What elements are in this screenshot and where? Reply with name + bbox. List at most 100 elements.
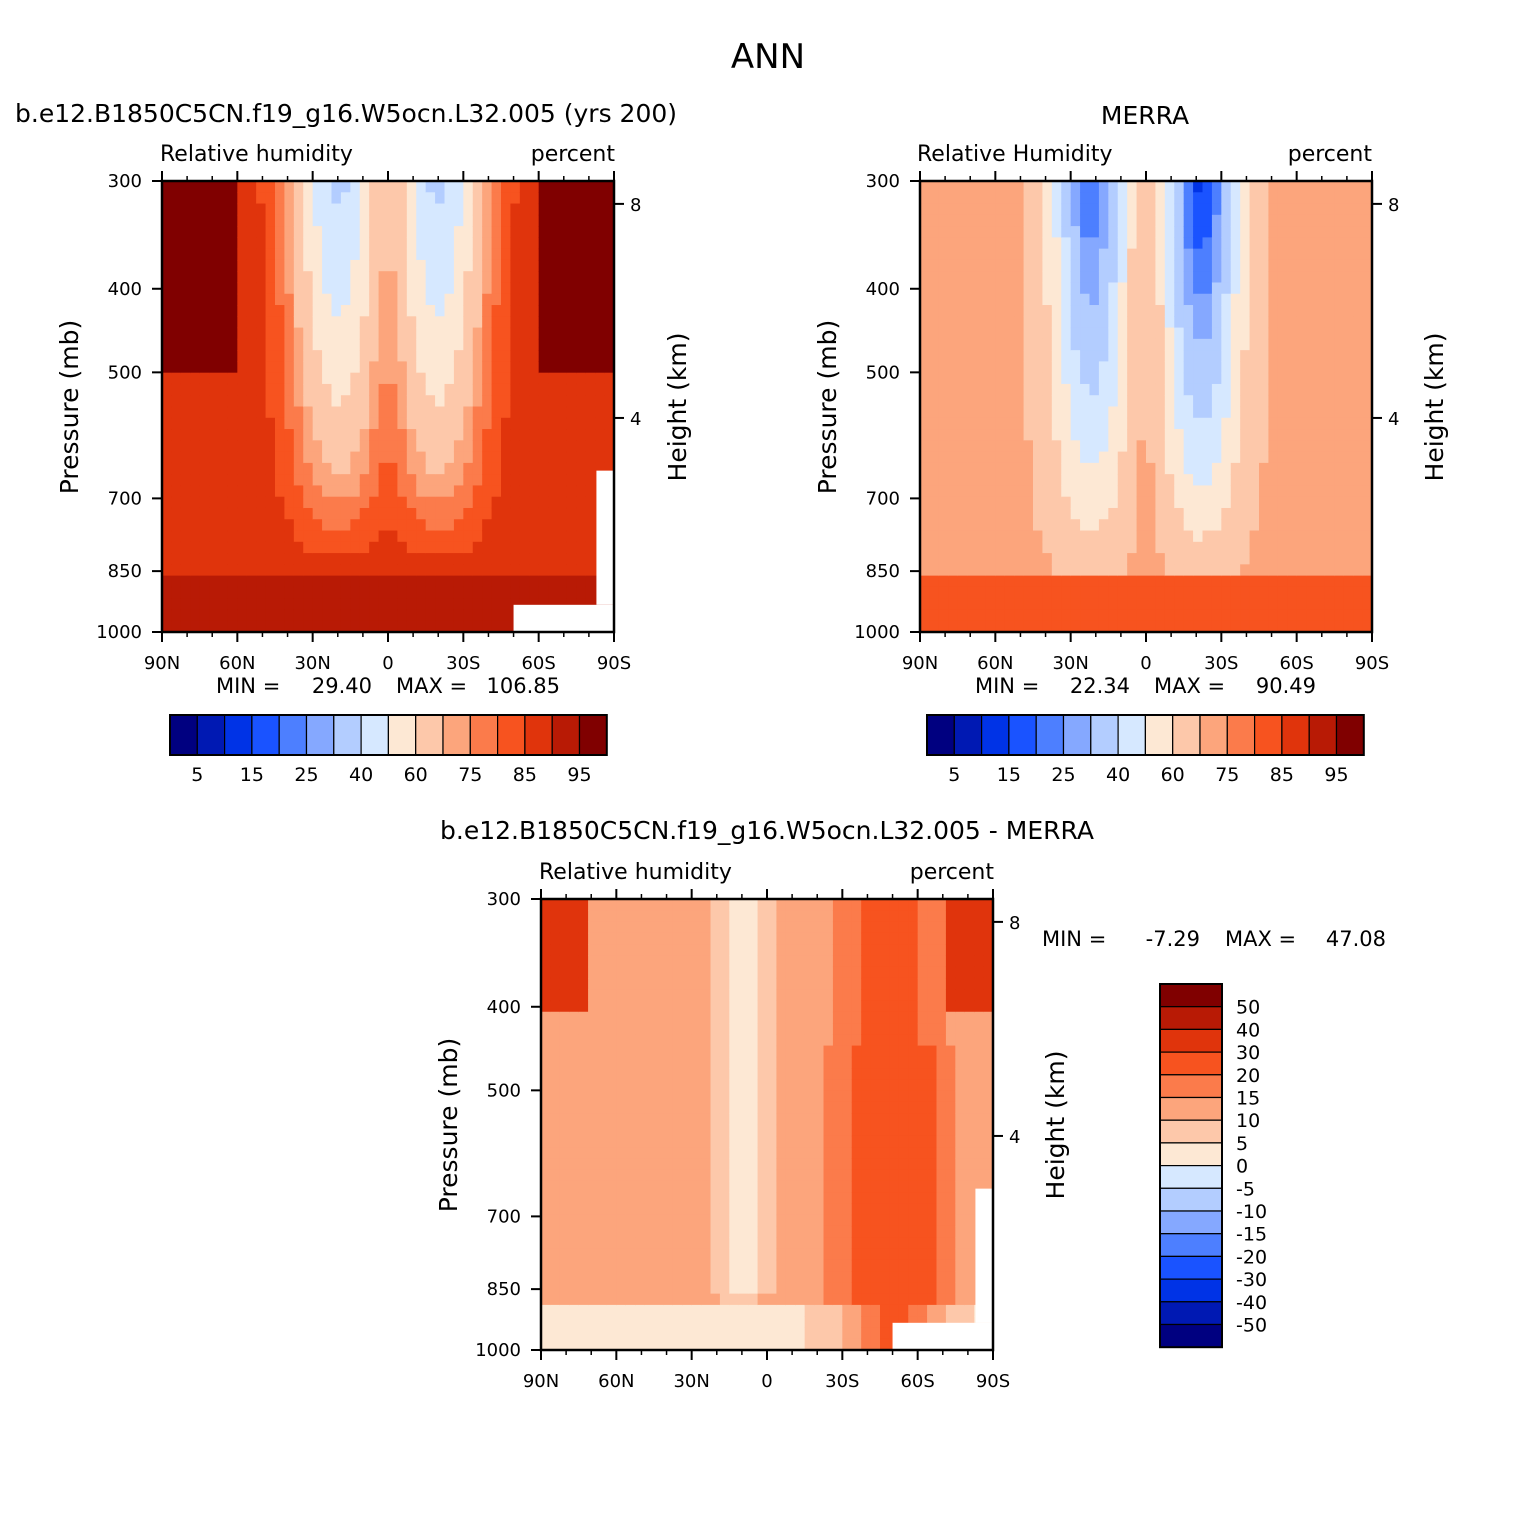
panel-model-cell	[237, 293, 248, 306]
panel-model-cell	[303, 383, 314, 396]
panel-diff-cell	[682, 1090, 693, 1103]
panel-merra-cell	[1155, 271, 1166, 284]
panel-model-cell	[331, 564, 342, 577]
panel-model-cell	[548, 350, 559, 363]
panel-model-cell	[312, 214, 323, 227]
panel-model-cell	[482, 530, 493, 543]
panel-model-cell	[397, 181, 408, 193]
panel-model-cell	[284, 395, 295, 408]
panel-merra-cell	[938, 496, 949, 509]
panel-model-cell	[265, 338, 276, 351]
panel-diff-cell	[691, 910, 702, 923]
panel-model-cell	[472, 541, 483, 554]
panel-merra-cell	[1315, 598, 1326, 611]
panel-model-cell	[312, 271, 323, 284]
panel-model-cell	[350, 248, 361, 261]
panel-merra-cell	[1080, 474, 1091, 487]
panel-merra-cell	[995, 485, 1006, 498]
panel-diff-cell	[597, 1338, 608, 1351]
panel-model-cell	[275, 429, 286, 441]
panel-merra-min-value: 22.34	[1070, 674, 1130, 698]
panel-diff-cell	[578, 1113, 589, 1126]
panel-diff-cell	[663, 1203, 674, 1216]
panel-model-cell	[453, 541, 464, 554]
panel-model-cell	[538, 451, 549, 464]
panel-merra-colorbar-frame	[926, 714, 1365, 756]
panel-model-cell	[501, 395, 512, 408]
panel-merra-cell	[957, 440, 968, 453]
panel-merra-cell	[1042, 609, 1053, 622]
panel-model-cell	[162, 451, 173, 464]
panel-merra-cell	[1108, 361, 1119, 374]
panel-diff-cell	[738, 1338, 749, 1351]
panel-merra-cell	[1287, 327, 1298, 340]
panel-merra-cell	[1183, 598, 1194, 611]
panel-diff-cell	[550, 932, 561, 945]
panel-merra-cell	[967, 575, 978, 588]
panel-model-cell	[595, 248, 606, 261]
panel-diff-cell	[606, 1327, 617, 1340]
panel-merra-cell	[1004, 350, 1015, 363]
panel-diff-cell	[569, 955, 580, 968]
panel-diff-cell	[729, 1034, 740, 1047]
panel-merra-cell	[1108, 429, 1119, 441]
panel-merra-cell	[1155, 541, 1166, 554]
panel-merra-cell	[957, 338, 968, 351]
panel-merra-cell	[1033, 316, 1044, 329]
panel-model-cell	[171, 338, 182, 351]
panel-model-cell	[265, 462, 276, 475]
panel-diff-cell	[625, 1135, 636, 1148]
panel-model-cell	[566, 586, 577, 599]
panel-model-cell	[162, 305, 173, 317]
panel-merra-cell	[1240, 496, 1251, 509]
panel-model-cell	[227, 609, 238, 622]
panel-merra-cell	[976, 226, 987, 238]
panel-diff-cell	[578, 1180, 589, 1193]
panel-merra-cell	[1268, 417, 1279, 430]
panel-diff-cell	[757, 1000, 768, 1013]
panel-model-cell	[388, 541, 399, 554]
panel-model-cell	[218, 282, 229, 295]
panel-diff-cell	[682, 1214, 693, 1227]
panel-merra-cell	[938, 429, 949, 441]
panel-model-cell	[265, 620, 276, 633]
panel-model-cell	[585, 451, 596, 464]
panel-model-cell	[293, 575, 304, 588]
panel-model-cell	[482, 350, 493, 363]
panel-model-x-tick-label: 90N	[144, 653, 180, 674]
panel-merra-cell	[1306, 361, 1317, 374]
panel-merra-cell	[1221, 237, 1232, 250]
panel-model-cell	[576, 237, 587, 250]
panel-merra-cell	[1249, 507, 1260, 520]
panel-model-cell	[444, 417, 455, 430]
panel-model-cell	[199, 586, 210, 599]
panel-merra-cell	[957, 259, 968, 272]
panel-merra-cell	[1259, 541, 1270, 554]
panel-model-cell	[388, 440, 399, 453]
panel-merra-cell	[1277, 248, 1288, 261]
panel-merra-cell	[967, 429, 978, 441]
panel-merra-cell	[1004, 451, 1015, 464]
panel-merra-cell	[1315, 541, 1326, 554]
panel-merra-cell	[985, 451, 996, 464]
panel-merra-cell	[1202, 248, 1213, 261]
panel-merra-cell	[1334, 417, 1345, 430]
panel-merra-cell	[1259, 372, 1270, 385]
panel-model-cell	[444, 451, 455, 464]
panel-diff-cell	[541, 977, 552, 990]
panel-model-cell	[359, 237, 370, 250]
panel-merra-cell	[1174, 620, 1185, 633]
panel-merra-cell	[1296, 237, 1307, 250]
panel-model-cell	[557, 282, 568, 295]
panel-diff-cell	[578, 977, 589, 990]
panel-merra-cell	[1343, 214, 1354, 227]
panel-merra-cell	[1334, 575, 1345, 588]
panel-model-cell	[397, 598, 408, 611]
panel-diff-cell	[719, 1079, 730, 1092]
panel-merra-cell	[1315, 248, 1326, 261]
panel-model-cell	[576, 519, 587, 532]
panel-diff-cell	[682, 1203, 693, 1216]
panel-model-cell	[557, 271, 568, 284]
panel-merra-cell	[1240, 203, 1251, 216]
panel-diff-cell	[559, 1135, 570, 1148]
